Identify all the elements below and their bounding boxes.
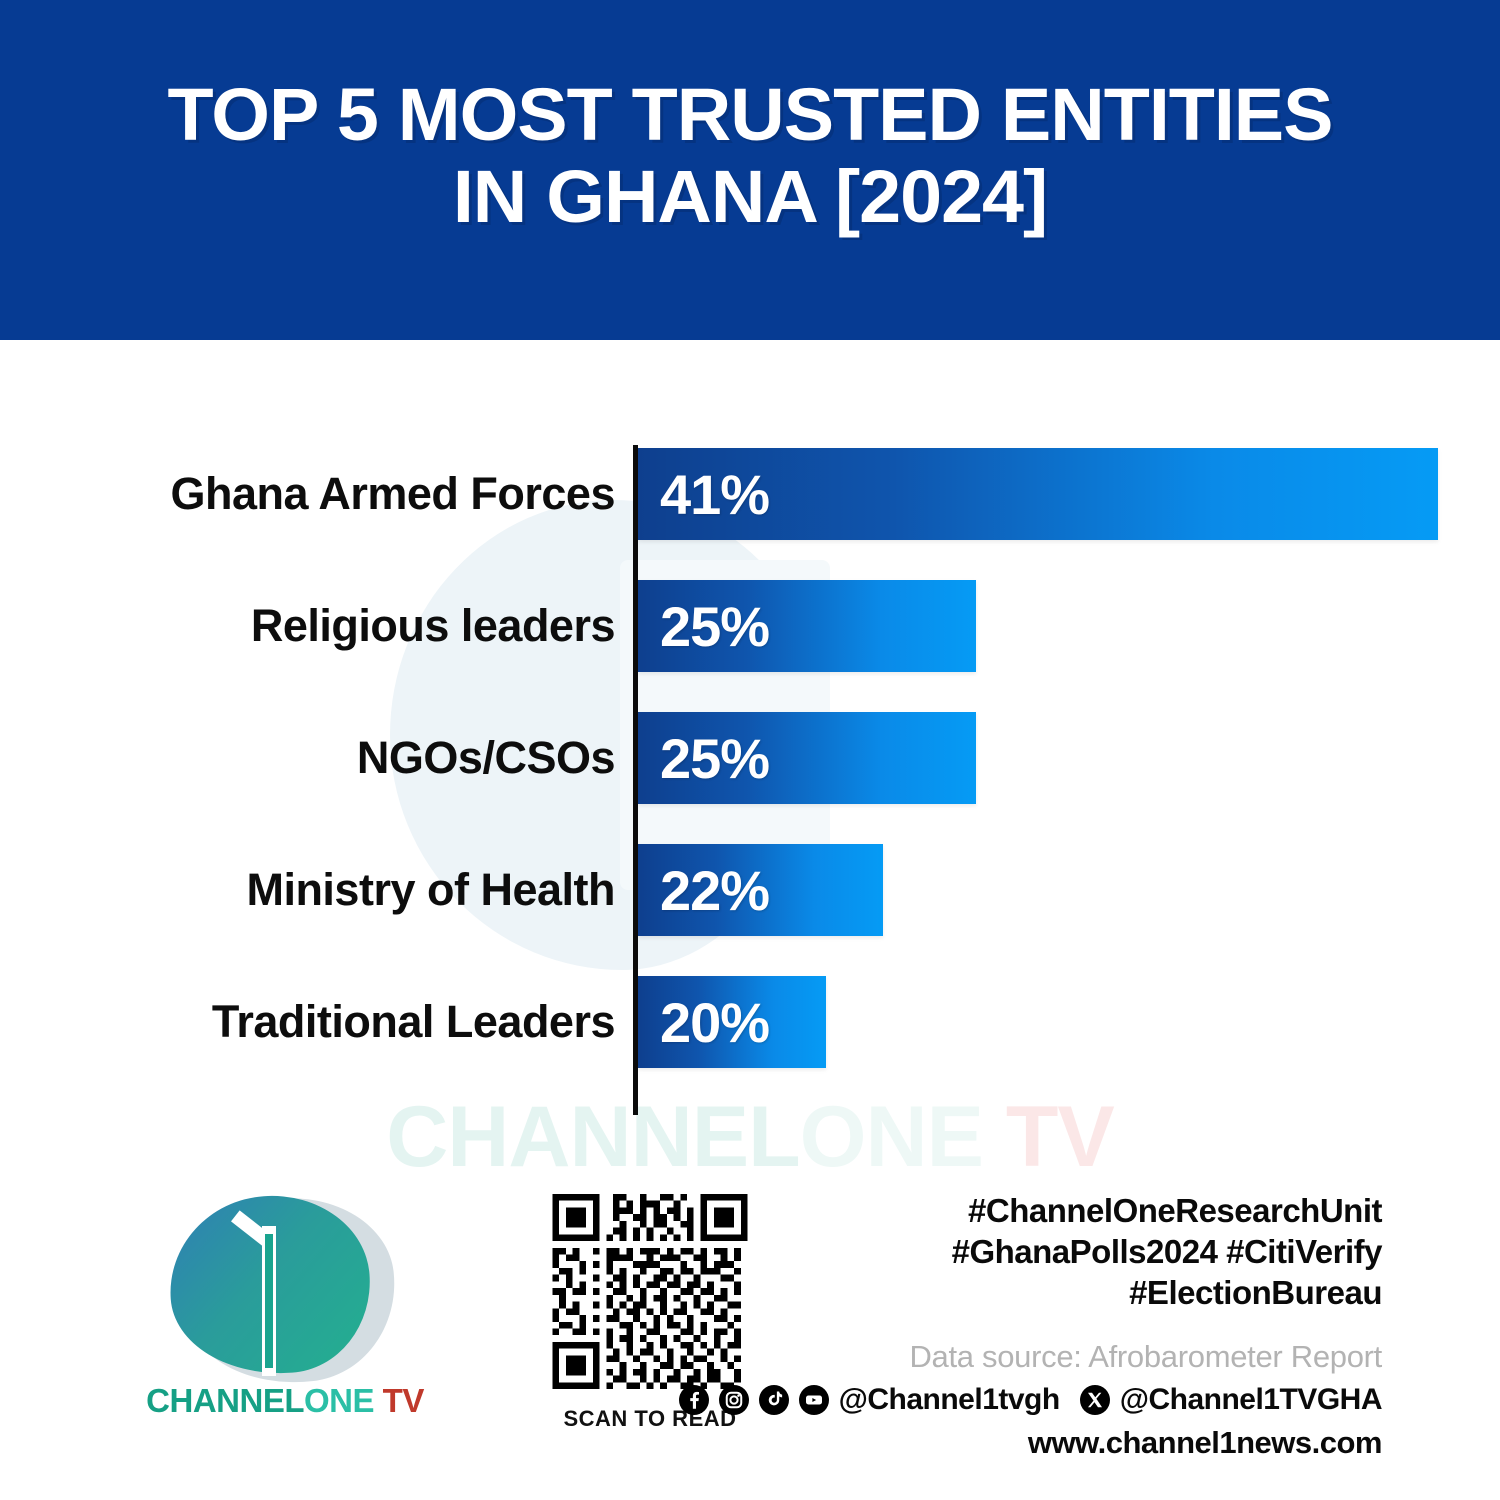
chart-row: NGOs/CSOs 25% <box>0 712 1500 804</box>
bar-ministry-of-health: 22% <box>638 844 883 936</box>
bar-value-label: 20% <box>660 990 770 1054</box>
category-label: NGOs/CSOs <box>356 732 616 783</box>
bar-traditional-leaders: 20% <box>638 976 826 1068</box>
chart-row: Religious leaders 25% <box>0 580 1500 672</box>
youtube-icon[interactable] <box>798 1385 829 1415</box>
chart-row: Ministry of Health 22% <box>0 844 1500 936</box>
chart-row: Ghana Armed Forces 41% <box>0 448 1500 540</box>
logo-word-channel: CHANNEL <box>146 1382 304 1419</box>
watermark-part-channel: CHANNEL <box>386 1089 800 1185</box>
tiktok-icon[interactable] <box>758 1385 789 1415</box>
x-icon[interactable] <box>1079 1385 1110 1415</box>
instagram-icon[interactable] <box>718 1385 749 1415</box>
watermark-part-one: ONE <box>799 1089 984 1185</box>
category-label: Ministry of Health <box>246 864 615 915</box>
bar-value-label: 25% <box>660 594 770 658</box>
bar-value-label: 22% <box>660 858 770 922</box>
category-label: Traditional Leaders <box>211 996 616 1047</box>
data-source-label: Data source: Afrobarometer Report <box>909 1339 1382 1374</box>
bar-ghana-armed-forces: 41% <box>638 448 1438 540</box>
channel-one-logo: CHANNELONE TV <box>130 1187 440 1430</box>
bar-value-label: 25% <box>660 726 770 790</box>
bar-ngos-csos: 25% <box>638 712 976 804</box>
logo-word-tv: TV <box>374 1382 425 1419</box>
qr-caption: SCAN TO READ <box>563 1406 737 1431</box>
footer-info-block: #ChannelOneResearchUnit #GhanaPolls2024 … <box>678 1190 1383 1461</box>
logo-wordmark: CHANNELONE TV <box>130 1382 440 1420</box>
chart-axis-line <box>633 445 638 1115</box>
logo-numeral-one-icon <box>226 1210 302 1376</box>
footer: CHANNELONE TV <box>0 1180 1500 1500</box>
social-links-row: @Channel1tvgh @Channel1TVGHA <box>678 1383 1383 1417</box>
website-url[interactable]: www.channel1news.com <box>1027 1425 1383 1460</box>
qr-code-icon[interactable] <box>545 1194 755 1389</box>
bar-chart: Ghana Armed Forces 41% Religious leaders… <box>0 430 1500 1115</box>
header-banner: TOP 5 MOST TRUSTED ENTITIES IN GHANA [20… <box>0 0 1500 340</box>
social-handle-main[interactable]: @Channel1tvgh <box>838 1383 1061 1416</box>
bar-value-label: 41% <box>660 462 770 526</box>
bar-religious-leaders: 25% <box>638 580 976 672</box>
qr-code-block[interactable]: SCAN TO READ <box>545 1194 765 1432</box>
page-title: TOP 5 MOST TRUSTED ENTITIES IN GHANA [20… <box>167 73 1334 238</box>
logo-word-one: ONE <box>303 1382 375 1419</box>
facebook-icon[interactable] <box>678 1385 709 1415</box>
category-label: Religious leaders <box>250 600 616 651</box>
watermark-channelone-tv: CHANNELONE TV <box>0 1088 1500 1187</box>
hashtags: #ChannelOneResearchUnit #GhanaPolls2024 … <box>951 1192 1383 1311</box>
category-label: Ghana Armed Forces <box>170 468 616 519</box>
watermark-part-tv: TV <box>983 1089 1115 1185</box>
social-handle-x[interactable]: @Channel1TVGHA <box>1119 1383 1383 1416</box>
chart-row: Traditional Leaders 20% <box>0 976 1500 1068</box>
